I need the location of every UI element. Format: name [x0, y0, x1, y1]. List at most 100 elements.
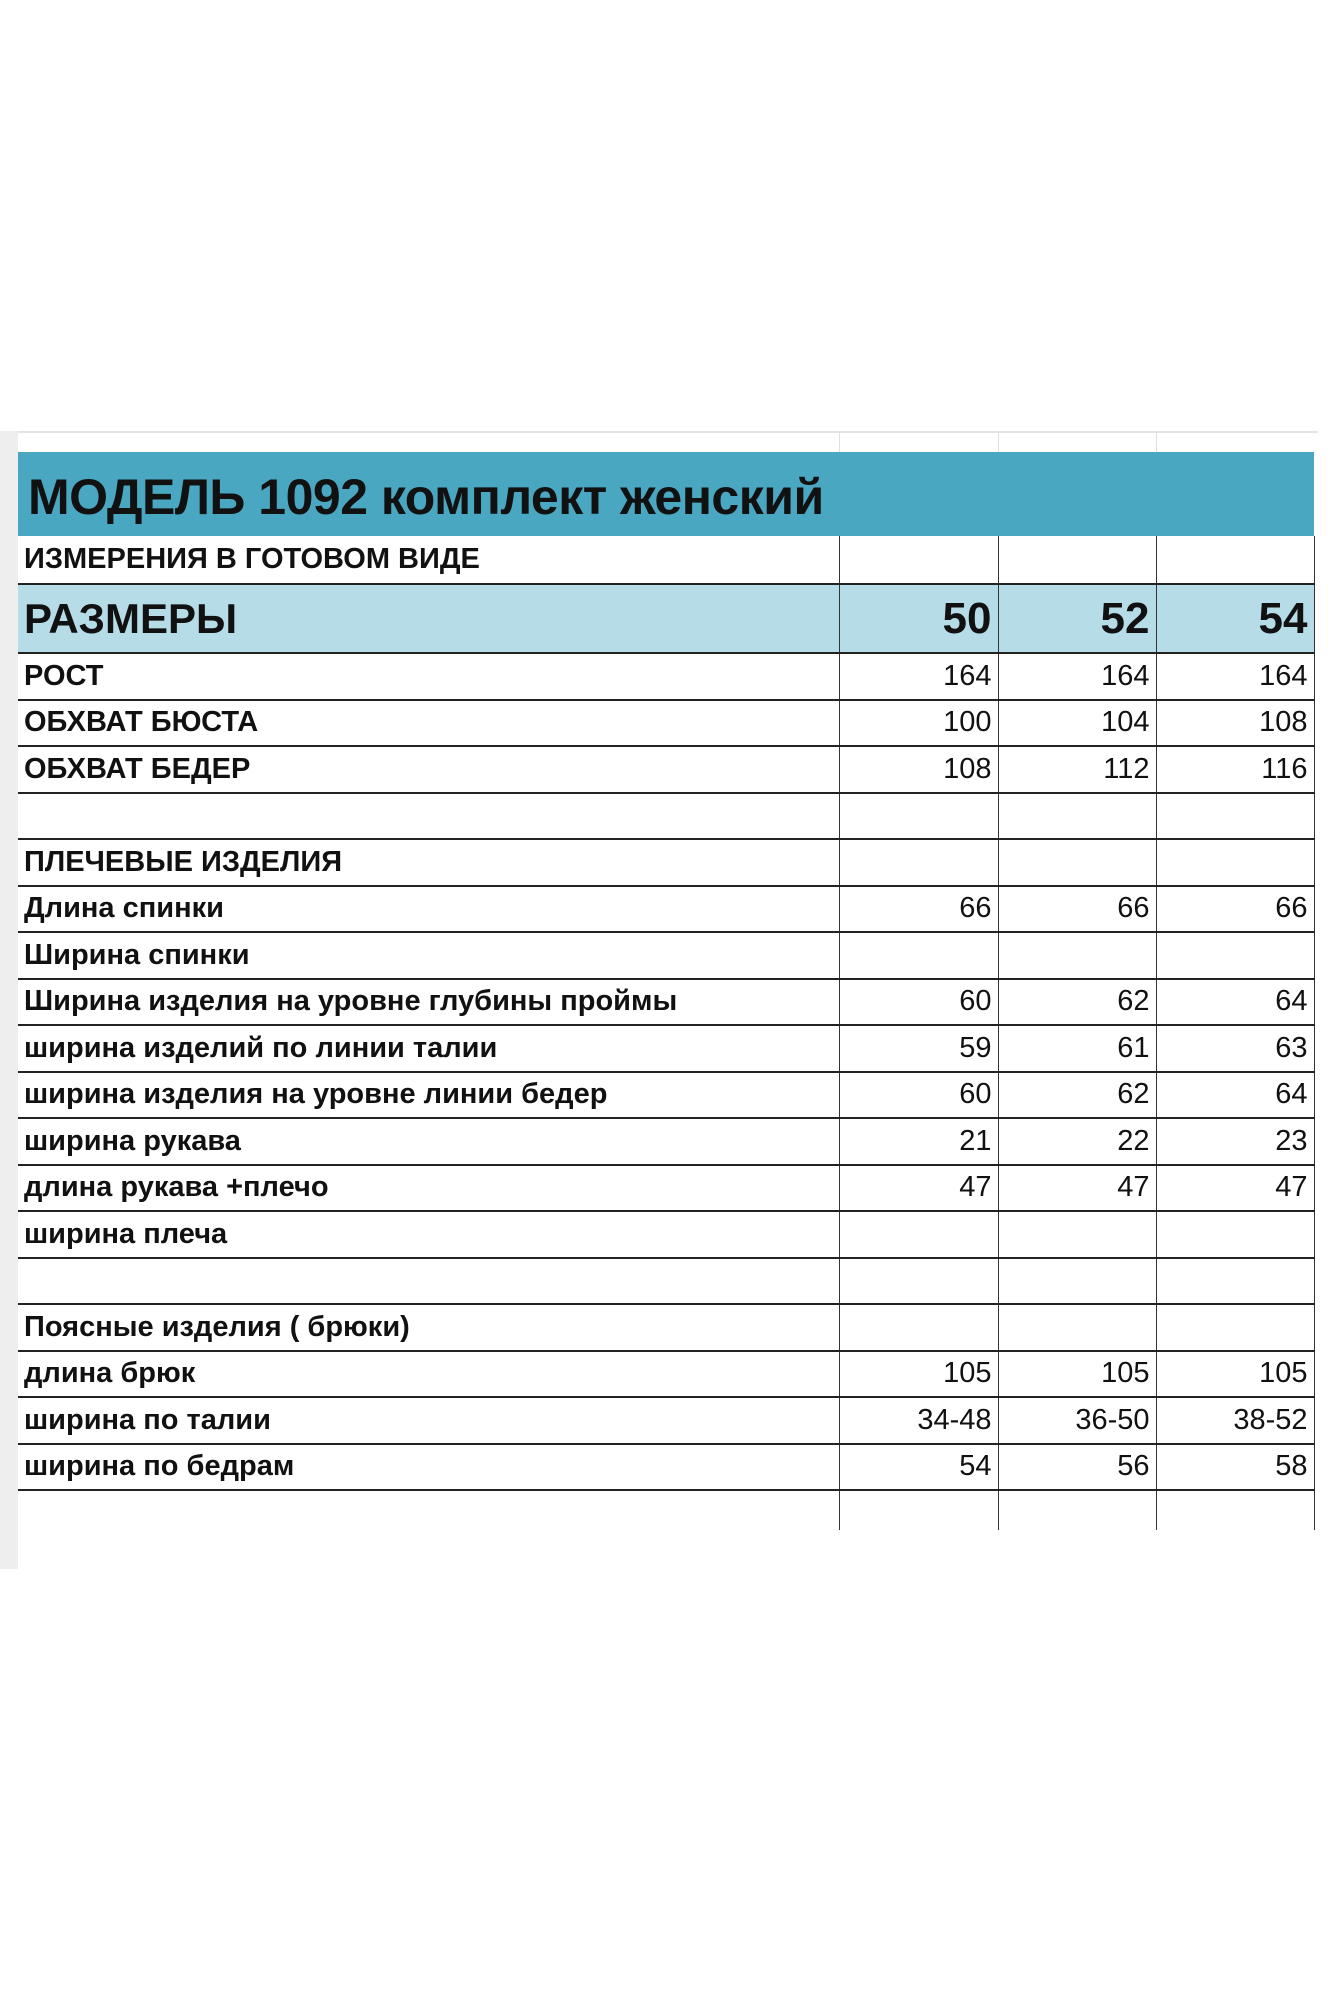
value-cell	[1156, 1211, 1315, 1259]
table-row: длина брюк 105 105 105	[18, 1350, 1315, 1398]
row-label: ПЛЕЧЕВЫЕ ИЗДЕЛИЯ	[18, 839, 840, 887]
value-cell: 100	[839, 699, 999, 747]
empty-cell	[18, 1490, 840, 1530]
row-label: Ширина изделия на уровне глубины проймы	[18, 978, 840, 1026]
value-cell: 164	[839, 653, 999, 701]
size-header: 52	[998, 584, 1157, 654]
value-cell: 59	[839, 1025, 999, 1073]
value-cell: 164	[1156, 653, 1315, 701]
value-cell: 36-50	[998, 1397, 1157, 1445]
value-cell	[1156, 932, 1315, 980]
value-cell: 21	[839, 1118, 999, 1166]
value-cell: 47	[839, 1164, 999, 1212]
value-cell: 56	[998, 1443, 1157, 1491]
value-cell	[998, 1211, 1157, 1259]
row-label: длина рукава +плечо	[18, 1164, 840, 1212]
value-cell: 64	[1156, 978, 1315, 1026]
value-cell	[839, 932, 999, 980]
value-cell: 63	[1156, 1025, 1315, 1073]
empty-cell	[1156, 536, 1315, 585]
value-cell: 23	[1156, 1118, 1315, 1166]
value-cell: 108	[839, 746, 999, 794]
value-cell	[998, 792, 1157, 840]
row-label: ширина по талии	[18, 1397, 840, 1445]
empty-cell	[998, 536, 1157, 585]
size-header: 50	[839, 584, 999, 654]
value-cell: 54	[839, 1443, 999, 1491]
gridline	[998, 431, 999, 452]
table-row	[18, 792, 1315, 840]
value-cell: 47	[1156, 1164, 1315, 1212]
table-row: ОБХВАТ БЮСТА 100 104 108	[18, 699, 1315, 747]
table-row: ОБХВАТ БЕДЕР 108 112 116	[18, 746, 1315, 794]
value-cell: 66	[1156, 885, 1315, 933]
value-cell: 66	[839, 885, 999, 933]
value-cell	[1156, 1304, 1315, 1352]
value-cell: 112	[998, 746, 1157, 794]
value-cell	[839, 1304, 999, 1352]
empty-cell	[998, 1490, 1157, 1530]
value-cell: 34-48	[839, 1397, 999, 1445]
table-row: ПЛЕЧЕВЫЕ ИЗДЕЛИЯ	[18, 839, 1315, 887]
gridline	[1156, 431, 1157, 452]
table-row: ширина изделий по линии талии 59 61 63	[18, 1025, 1315, 1073]
value-cell	[998, 1257, 1157, 1305]
subtitle-cell: ИЗМЕРЕНИЯ В ГОТОВОМ ВИДЕ	[18, 536, 840, 585]
value-cell	[839, 792, 999, 840]
table-row: ширина изделия на уровне линии бедер 60 62…	[18, 1071, 1315, 1119]
table-row: ширина по талии 34-48 36-50 38-52	[18, 1397, 1315, 1445]
value-cell: 62	[998, 1071, 1157, 1119]
value-cell: 64	[1156, 1071, 1315, 1119]
table-row: длина рукава +плечо 47 47 47	[18, 1164, 1315, 1212]
value-cell: 38-52	[1156, 1397, 1315, 1445]
value-cell	[839, 1211, 999, 1259]
table-row: Длина спинки 66 66 66	[18, 885, 1315, 933]
value-cell: 60	[839, 978, 999, 1026]
row-label: ширина плеча	[18, 1211, 840, 1259]
value-cell	[1156, 839, 1315, 887]
row-label: ширина рукава	[18, 1118, 840, 1166]
empty-cell	[1156, 1490, 1315, 1530]
row-label: ОБХВАТ БЮСТА	[18, 699, 840, 747]
table-row: ширина плеча	[18, 1211, 1315, 1259]
row-label: ширина изделия на уровне линии бедер	[18, 1071, 840, 1119]
row-label: ширина по бедрам	[18, 1443, 840, 1491]
value-cell: 66	[998, 885, 1157, 933]
table-row	[18, 1257, 1315, 1305]
measurements-table: ИЗМЕРЕНИЯ В ГОТОВОМ ВИДЕ РАЗМЕРЫ 50 52 5…	[18, 536, 1315, 1530]
sizes-label: РАЗМЕРЫ	[18, 584, 840, 654]
value-cell: 116	[1156, 746, 1315, 794]
row-label: длина брюк	[18, 1350, 840, 1398]
empty-cell	[839, 536, 999, 585]
row-label: ширина изделий по линии талии	[18, 1025, 840, 1073]
value-cell: 22	[998, 1118, 1157, 1166]
value-cell: 47	[998, 1164, 1157, 1212]
table-row: Поясные изделия ( брюки)	[18, 1304, 1315, 1352]
table-row: Ширина спинки	[18, 932, 1315, 980]
value-cell: 105	[1156, 1350, 1315, 1398]
value-cell: 105	[998, 1350, 1157, 1398]
value-cell	[998, 932, 1157, 980]
value-cell	[1156, 792, 1315, 840]
value-cell	[998, 1304, 1157, 1352]
sizes-row: РАЗМЕРЫ 50 52 54	[18, 584, 1315, 654]
sheet-title: МОДЕЛЬ 1092 комплект женский	[18, 452, 1314, 536]
value-cell: 60	[839, 1071, 999, 1119]
value-cell: 164	[998, 653, 1157, 701]
subtitle-row: ИЗМЕРЕНИЯ В ГОТОВОМ ВИДЕ	[18, 536, 1315, 585]
row-label: Длина спинки	[18, 885, 840, 933]
row-label	[18, 1257, 840, 1305]
row-label: РОСТ	[18, 653, 840, 701]
row-label: ОБХВАТ БЕДЕР	[18, 746, 840, 794]
value-cell: 61	[998, 1025, 1157, 1073]
value-cell: 58	[1156, 1443, 1315, 1491]
gridline	[839, 431, 840, 452]
row-label: Поясные изделия ( брюки)	[18, 1304, 840, 1352]
size-chart-sheet: МОДЕЛЬ 1092 комплект женский ИЗМЕРЕНИЯ В…	[0, 431, 1333, 1569]
value-cell	[998, 839, 1157, 887]
empty-row	[18, 1490, 1315, 1530]
table-row: ширина рукава 21 22 23	[18, 1118, 1315, 1166]
table-row: Ширина изделия на уровне глубины проймы 6…	[18, 978, 1315, 1026]
value-cell: 108	[1156, 699, 1315, 747]
empty-cell	[839, 1490, 999, 1530]
